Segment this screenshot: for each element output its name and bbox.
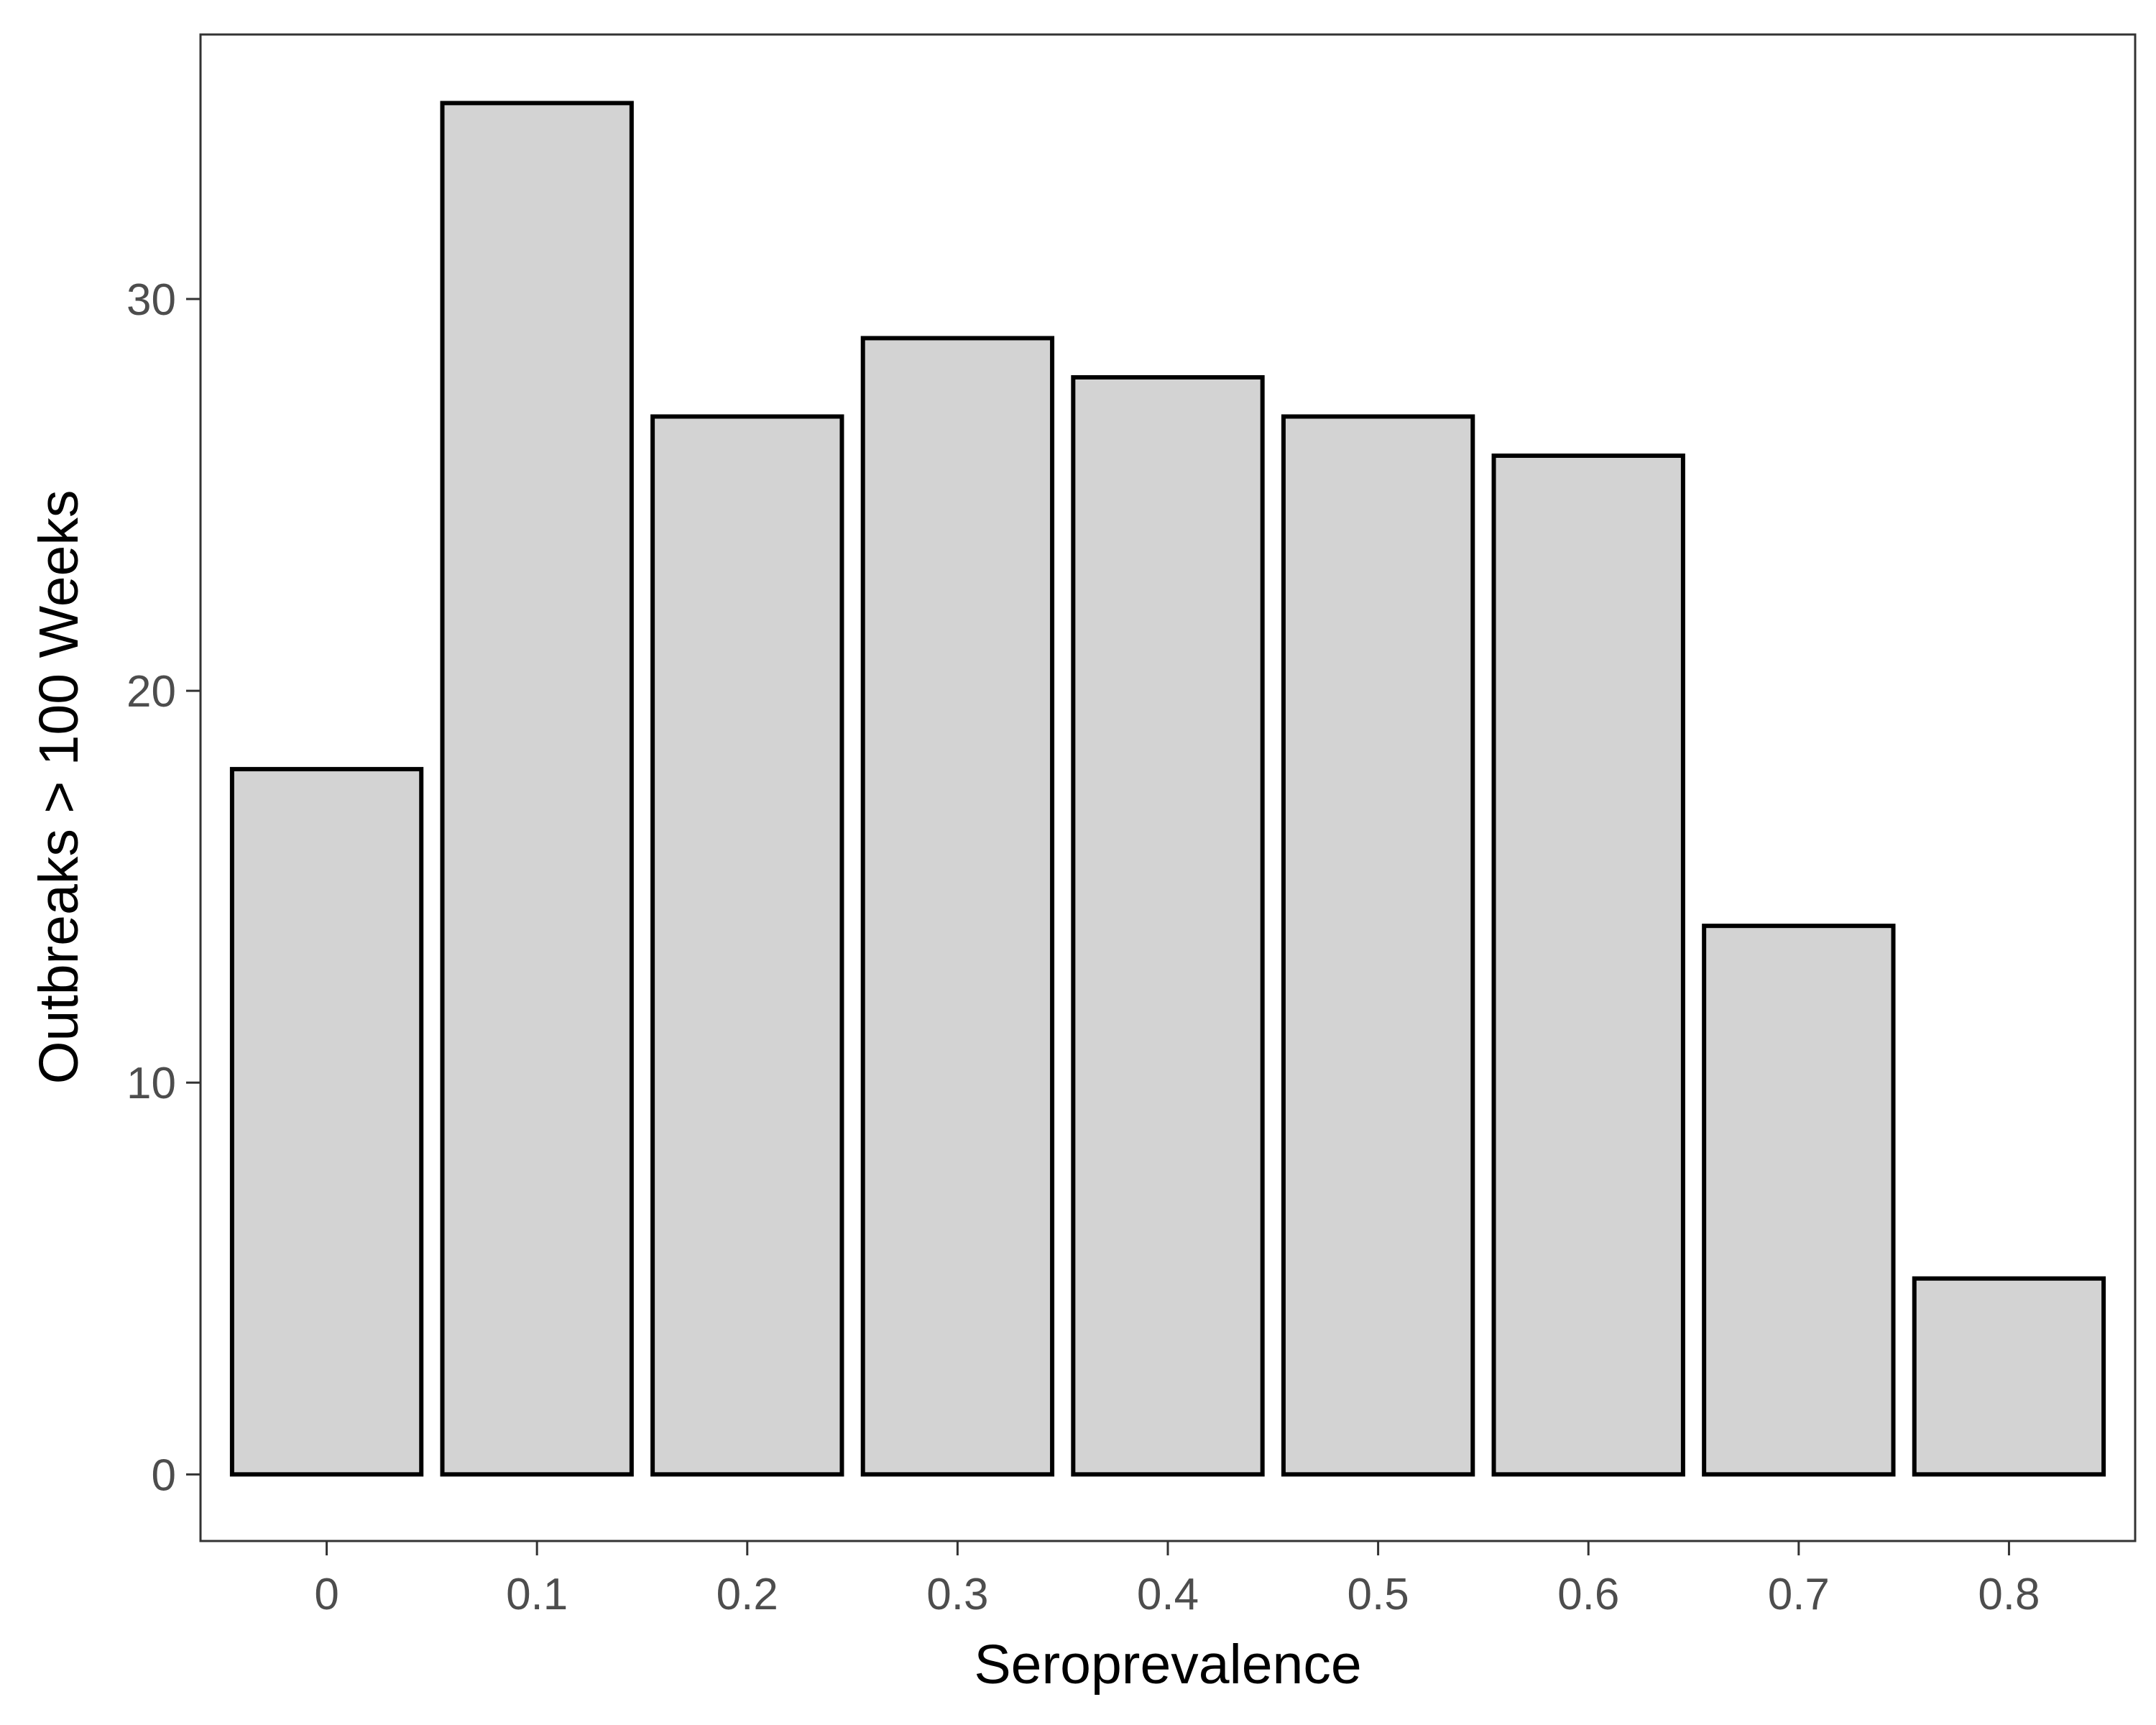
bar-0.1 <box>440 101 634 1477</box>
y-axis-title: Outbreaks > 100 Weeks <box>28 490 90 1085</box>
bar-0 <box>229 767 424 1477</box>
x-tick-label: 0.1 <box>506 1570 568 1619</box>
x-tick-label: 0 <box>314 1570 338 1619</box>
x-tick-label: 0.2 <box>717 1570 778 1619</box>
bar-0.2 <box>650 414 844 1477</box>
x-tick-label: 0.5 <box>1348 1570 1409 1619</box>
x-tick-label: 0.4 <box>1137 1570 1199 1619</box>
y-tick-label: 30 <box>126 275 176 325</box>
x-tick-label: 0.6 <box>1557 1570 1619 1619</box>
y-axis: 0 10 20 30 <box>126 275 201 1500</box>
y-tick-label: 20 <box>126 667 176 717</box>
bar-0.4 <box>1071 374 1265 1477</box>
x-tick-label: 0.7 <box>1768 1570 1830 1619</box>
x-axis-title: Seroprevalence <box>974 1634 1361 1696</box>
y-tick-label: 0 <box>152 1450 176 1500</box>
y-tick-label: 10 <box>126 1059 176 1108</box>
x-tick-label: 0.8 <box>1978 1570 2040 1619</box>
bar-0.3 <box>860 336 1055 1477</box>
x-axis: 0 0.1 0.2 0.3 0.4 0.5 0.6 0.7 0.8 <box>314 1541 2040 1619</box>
bar-0.5 <box>1281 414 1475 1477</box>
bar-0.7 <box>1702 924 1896 1477</box>
bars-group <box>229 101 2106 1477</box>
bar-0.8 <box>1912 1276 2106 1477</box>
x-tick-label: 0.3 <box>926 1570 988 1619</box>
bar-0.6 <box>1491 454 1685 1477</box>
